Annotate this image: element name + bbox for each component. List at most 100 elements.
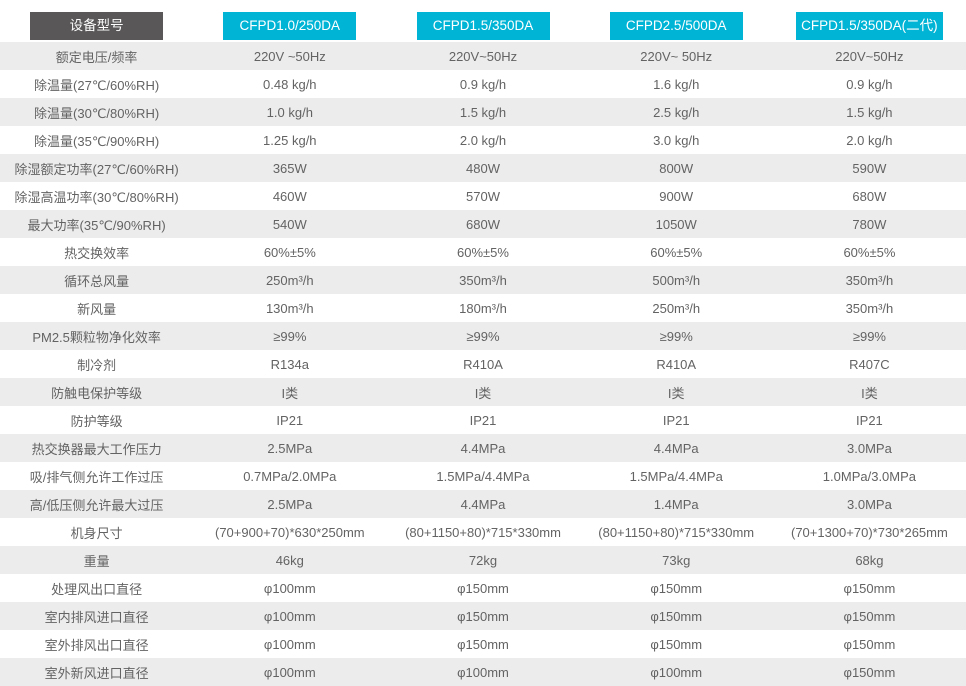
row-value: 2.5MPa xyxy=(267,440,313,456)
row-value: 680W xyxy=(466,216,500,232)
row-value: 1.4MPa xyxy=(653,496,699,512)
row-value: ≥99% xyxy=(273,328,307,344)
row-value: 900W xyxy=(659,188,694,204)
row-value: R410A xyxy=(656,356,697,372)
row-value: φ150mm xyxy=(650,580,703,596)
row-value: 1.25 kg/h xyxy=(263,132,317,148)
row-value: 2.0 kg/h xyxy=(459,132,507,148)
row-label: 机身尺寸 xyxy=(70,525,123,541)
row-value: 350m³/h xyxy=(845,300,894,316)
header-cell-device-model: 设备型号 xyxy=(0,0,193,42)
table-row: 吸/排气侧允许工作过压 0.7MPa/2.0MPa 1.5MPa/4.4MPa 1.5… xyxy=(0,462,966,490)
row-label: 室内排风进口直径 xyxy=(44,609,149,625)
row-value: φ150mm xyxy=(843,636,896,652)
row-value: 3.0 kg/h xyxy=(653,132,700,148)
table-row: 除温量(30℃/80%RH) 1.0 kg/h 1.5 kg/h 2.5 kg/h 1.… xyxy=(0,98,966,126)
row-label: 制冷剂 xyxy=(77,357,117,373)
row-label: 防护等级 xyxy=(70,413,123,429)
row-value: φ150mm xyxy=(650,608,703,624)
row-value: 4.4MPa xyxy=(460,496,506,512)
table-row: 热交换效率 60%±5% 60%±5% 60%±5% 60%±5% xyxy=(0,238,966,266)
row-value: 350m³/h xyxy=(459,272,507,288)
row-value: 130m³/h xyxy=(265,300,314,316)
table-row: 热交换器最大工作压力 2.5MPa 4.4MPa 4.4MPa 3.0MPa xyxy=(0,434,966,462)
row-value: 540W xyxy=(272,216,307,232)
table-row: 除温量(35℃/90%RH) 1.25 kg/h 2.0 kg/h 3.0 kg/h 2… xyxy=(0,126,966,154)
row-value: 4.4MPa xyxy=(653,440,699,456)
row-value: R410A xyxy=(463,356,503,372)
row-value: 0.9 kg/h xyxy=(459,76,507,92)
row-value: 1.0MPa/3.0MPa xyxy=(822,468,917,484)
row-label: 除温量(27℃/60%RH) xyxy=(34,77,160,93)
table-row: 防触电保护等级 I类 I类 I类 I类 xyxy=(0,378,966,406)
row-value: 1.5MPa/4.4MPa xyxy=(629,468,723,484)
row-value: 1.5MPa/4.4MPa xyxy=(436,468,530,484)
row-value: IP21 xyxy=(276,412,304,428)
row-label: 新风量 xyxy=(77,301,117,317)
row-value: (80+1150+80)*715*330mm xyxy=(598,524,755,540)
row-value: 250m³/h xyxy=(265,272,314,288)
row-value: φ100mm xyxy=(263,608,316,624)
row-label: 除湿额定功率(27℃/60%RH) xyxy=(14,161,179,177)
device-model-header-badge: 设备型号 xyxy=(30,12,164,40)
table-row: 除湿高温功率(30℃/80%RH) 460W 570W 900W 680W xyxy=(0,182,966,210)
row-value: (80+1150+80)*715*330mm xyxy=(405,524,561,540)
table-header-row: 设备型号 CFPD1.0/250DA CFPD1.5/350DA CFPD2.5… xyxy=(0,0,966,42)
row-value: 2.5MPa xyxy=(267,496,313,512)
row-value: φ100mm xyxy=(263,664,316,680)
row-value: 460W xyxy=(272,188,307,204)
table-row: PM2.5颗粒物净化效率 ≥99% ≥99% ≥99% ≥99% xyxy=(0,322,966,350)
row-value: 60%±5% xyxy=(650,244,703,260)
row-value: 220V~50Hz xyxy=(448,48,518,64)
row-label: PM2.5颗粒物净化效率 xyxy=(32,329,161,345)
header-cell-model-4: CFPD1.5/350DA(二代) xyxy=(773,0,966,42)
row-value: 500m³/h xyxy=(652,272,701,288)
row-label: 防触电保护等级 xyxy=(51,385,143,401)
table-row: 额定电压/频率 220V ~50Hz 220V~50Hz 220V~ 50Hz 220V… xyxy=(0,42,966,70)
row-value: 680W xyxy=(852,188,887,204)
row-value: 68kg xyxy=(855,552,884,568)
table-row: 机身尺寸 (70+900+70)*630*250mm (80+1150+80)*71… xyxy=(0,518,966,546)
row-label: 循环总风量 xyxy=(64,273,130,289)
model-header-badge: CFPD1.5/350DA(二代) xyxy=(796,12,943,40)
row-value: 220V~ 50Hz xyxy=(640,48,713,64)
table-row: 最大功率(35℃/90%RH) 540W 680W 1050W 780W xyxy=(0,210,966,238)
row-value: R407C xyxy=(849,356,890,372)
table-body: 额定电压/频率 220V ~50Hz 220V~50Hz 220V~ 50Hz 220V… xyxy=(0,42,966,686)
row-value: 800W xyxy=(659,160,694,176)
row-value: (70+900+70)*630*250mm xyxy=(215,524,365,540)
row-label: 吸/排气侧允许工作过压 xyxy=(29,469,164,485)
row-value: 60%±5% xyxy=(457,244,509,260)
row-value: IP21 xyxy=(856,412,883,428)
table-row: 室内排风进口直径 φ100mm φ150mm φ150mm φ150mm xyxy=(0,602,966,630)
row-label: 热交换器最大工作压力 xyxy=(31,441,162,457)
table-row: 除湿额定功率(27℃/60%RH) 365W 480W 800W 590W xyxy=(0,154,966,182)
table-row: 室外新风进口直径 φ100mm φ100mm φ100mm φ150mm xyxy=(0,658,966,686)
row-value: φ100mm xyxy=(263,580,316,596)
row-value: 480W xyxy=(466,160,500,176)
row-value: ≥99% xyxy=(466,328,500,344)
table-row: 高/低压侧允许最大过压 2.5MPa 4.4MPa 1.4MPa 3.0MPa xyxy=(0,490,966,518)
row-value: 1050W xyxy=(655,216,697,232)
row-label: 高/低压侧允许最大过压 xyxy=(29,497,164,513)
row-value: I类 xyxy=(281,385,299,401)
row-value: φ100mm xyxy=(650,664,703,680)
row-value: 180m³/h xyxy=(459,300,507,316)
row-value: 590W xyxy=(852,160,887,176)
row-value: 250m³/h xyxy=(652,300,701,316)
row-value: φ150mm xyxy=(457,608,509,624)
row-value: 220V~50Hz xyxy=(835,48,904,64)
row-value: 1.0 kg/h xyxy=(266,104,313,120)
row-value: 570W xyxy=(466,188,500,204)
table-row: 除温量(27℃/60%RH) 0.48 kg/h 0.9 kg/h 1.6 kg/h 0… xyxy=(0,70,966,98)
row-value: I类 xyxy=(474,385,492,401)
row-value: φ100mm xyxy=(457,664,509,680)
header-cell-model-1: CFPD1.0/250DA xyxy=(193,0,386,42)
row-value: 1.5 kg/h xyxy=(846,104,893,120)
table-row: 制冷剂 R134a R410A R410A R407C xyxy=(0,350,966,378)
row-label: 室外新风进口直径 xyxy=(44,665,149,681)
row-value: 2.5 kg/h xyxy=(653,104,700,120)
row-value: (70+1300+70)*730*265mm xyxy=(790,524,948,540)
model-header-badge: CFPD1.0/250DA xyxy=(223,12,357,40)
